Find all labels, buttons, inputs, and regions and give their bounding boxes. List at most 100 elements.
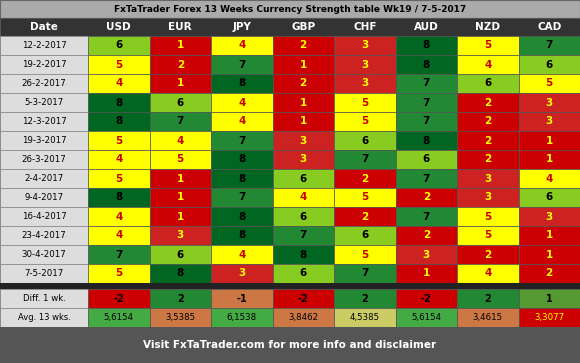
Text: 30-4-2017: 30-4-2017 [21, 250, 66, 259]
Bar [211, 112, 273, 131]
Bar [0, 131, 88, 150]
Text: -2: -2 [113, 294, 124, 303]
Bar [150, 245, 211, 264]
Bar [273, 188, 334, 207]
Text: Visit FxTaTrader.com for more info and disclaimer: Visit FxTaTrader.com for more info and d… [143, 340, 437, 350]
Bar [396, 93, 457, 112]
Text: 1: 1 [177, 212, 184, 221]
Bar [0, 93, 88, 112]
Text: 4: 4 [238, 249, 245, 260]
Text: 8: 8 [238, 212, 245, 221]
Bar [519, 169, 580, 188]
Bar [396, 188, 457, 207]
Bar [396, 264, 457, 283]
Bar [273, 207, 334, 226]
Text: 1: 1 [546, 231, 553, 241]
Text: 1: 1 [546, 249, 553, 260]
Text: 1: 1 [546, 155, 553, 164]
Bar [519, 226, 580, 245]
Bar [0, 74, 88, 93]
Text: 4: 4 [176, 135, 184, 146]
Text: 9-4-2017: 9-4-2017 [24, 193, 64, 202]
Text: 1: 1 [300, 117, 307, 126]
Bar [0, 245, 88, 264]
Text: 7: 7 [546, 41, 553, 50]
Bar [396, 131, 457, 150]
Text: 6: 6 [115, 41, 122, 50]
Text: 2: 2 [484, 294, 491, 303]
Bar [150, 36, 211, 55]
Text: 6,1538: 6,1538 [227, 313, 257, 322]
Text: 8: 8 [177, 269, 184, 278]
Bar [88, 131, 150, 150]
Bar [519, 289, 580, 308]
Bar [519, 93, 580, 112]
Text: 19-2-2017: 19-2-2017 [21, 60, 66, 69]
Bar [396, 207, 457, 226]
Text: GBP: GBP [291, 22, 316, 32]
Text: 4: 4 [115, 78, 122, 89]
Text: Avg. 13 wks.: Avg. 13 wks. [17, 313, 70, 322]
Text: 6: 6 [300, 269, 307, 278]
Bar [0, 18, 580, 36]
Bar [273, 55, 334, 74]
Bar [0, 289, 88, 308]
Bar [150, 55, 211, 74]
Text: 4: 4 [546, 174, 553, 184]
Bar [88, 289, 150, 308]
Text: 2: 2 [484, 155, 491, 164]
Text: 5: 5 [361, 98, 368, 107]
Text: 7: 7 [238, 60, 245, 69]
Text: 3: 3 [361, 78, 368, 89]
Text: 7: 7 [361, 155, 368, 164]
Text: 6: 6 [484, 78, 491, 89]
Bar [211, 207, 273, 226]
Bar [0, 207, 88, 226]
Bar [457, 226, 519, 245]
Text: 1: 1 [546, 135, 553, 146]
Text: 5,6154: 5,6154 [411, 313, 441, 322]
Text: 3: 3 [300, 155, 307, 164]
Bar [457, 74, 519, 93]
Text: 12-3-2017: 12-3-2017 [21, 117, 66, 126]
Text: 8: 8 [238, 174, 245, 184]
Text: 4: 4 [484, 60, 491, 69]
Text: 7: 7 [423, 98, 430, 107]
Text: 3: 3 [177, 231, 184, 241]
Text: 4: 4 [299, 192, 307, 203]
Text: 5: 5 [115, 174, 122, 184]
Bar [211, 188, 273, 207]
Text: 1: 1 [546, 294, 553, 303]
Bar [334, 188, 396, 207]
Text: 5: 5 [115, 135, 122, 146]
Bar [334, 131, 396, 150]
Text: 6: 6 [300, 174, 307, 184]
Bar [334, 55, 396, 74]
Bar [457, 131, 519, 150]
Bar [211, 169, 273, 188]
Bar [273, 131, 334, 150]
Text: 3: 3 [546, 98, 553, 107]
Text: 2: 2 [484, 98, 491, 107]
Bar [273, 74, 334, 93]
Bar [519, 55, 580, 74]
Bar [334, 207, 396, 226]
Bar [334, 74, 396, 93]
Text: 5: 5 [177, 155, 184, 164]
Text: 3,3077: 3,3077 [534, 313, 564, 322]
Text: 7: 7 [361, 269, 368, 278]
Bar [273, 245, 334, 264]
Text: 1: 1 [423, 269, 430, 278]
Bar [211, 264, 273, 283]
Bar [396, 169, 457, 188]
Text: 3: 3 [361, 41, 368, 50]
Text: EUR: EUR [168, 22, 192, 32]
Text: 2: 2 [361, 212, 368, 221]
Bar [0, 283, 580, 289]
Text: 19-3-2017: 19-3-2017 [21, 136, 66, 145]
Text: 7: 7 [299, 231, 307, 241]
Text: -2: -2 [421, 294, 432, 303]
Text: 5: 5 [361, 117, 368, 126]
Text: 6: 6 [546, 192, 553, 203]
Text: 2-4-2017: 2-4-2017 [24, 174, 64, 183]
